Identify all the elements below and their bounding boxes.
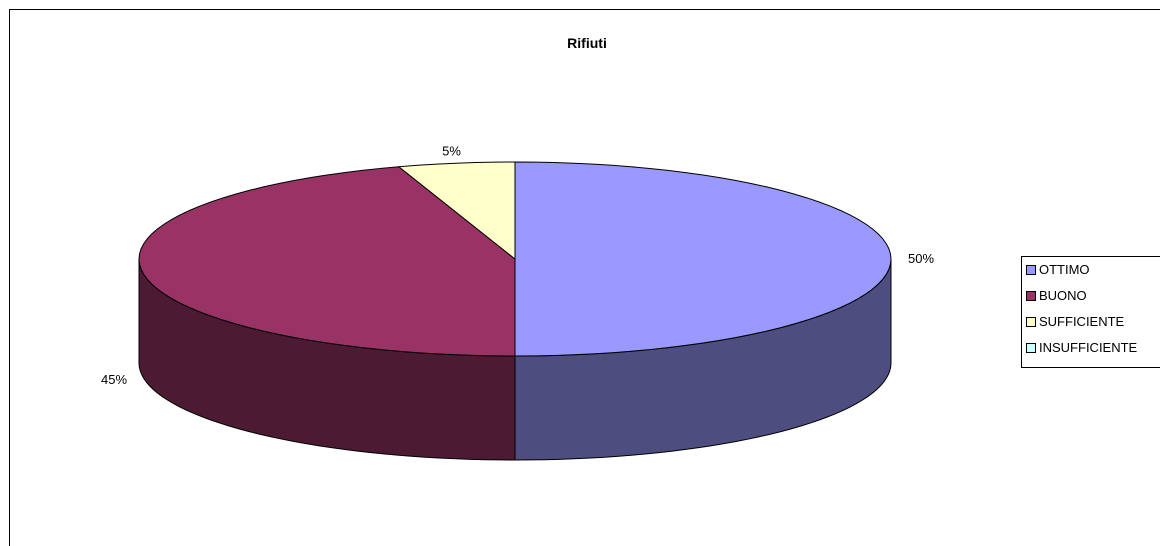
legend-swatch-buono — [1026, 291, 1036, 301]
legend-label-sufficiente: SUFFICIENTE — [1039, 314, 1125, 329]
legend-item-sufficiente: SUFFICIENTE — [1026, 313, 1124, 331]
legend-item-buono: BUONO — [1026, 287, 1087, 305]
chart-title: Rifiuti — [567, 35, 607, 51]
legend-label-ottimo: OTTIMO — [1039, 262, 1090, 277]
pie-slice-buono — [138, 166, 516, 357]
legend-label-insufficiente: INSUFFICIENTE — [1039, 340, 1138, 355]
legend-swatch-sufficiente — [1026, 317, 1036, 327]
legend-swatch-insufficiente — [1026, 343, 1036, 353]
legend-item-insufficiente: INSUFFICIENTE — [1026, 339, 1137, 357]
chart-frame — [9, 9, 1160, 546]
chart-legend: OTTIMO BUONO SUFFICIENTE INSUFFICIENTE — [1021, 256, 1160, 368]
legend-item-ottimo: OTTIMO — [1026, 261, 1090, 279]
data-label-buono: 45% — [101, 372, 127, 387]
legend-swatch-ottimo — [1026, 265, 1036, 275]
data-label-ottimo: 50% — [908, 251, 934, 266]
pie-slice-sufficiente — [397, 161, 516, 261]
legend-label-buono: BUONO — [1039, 288, 1087, 303]
pie-slice-ottimo — [514, 161, 892, 357]
data-label-sufficiente: 5% — [442, 143, 461, 158]
